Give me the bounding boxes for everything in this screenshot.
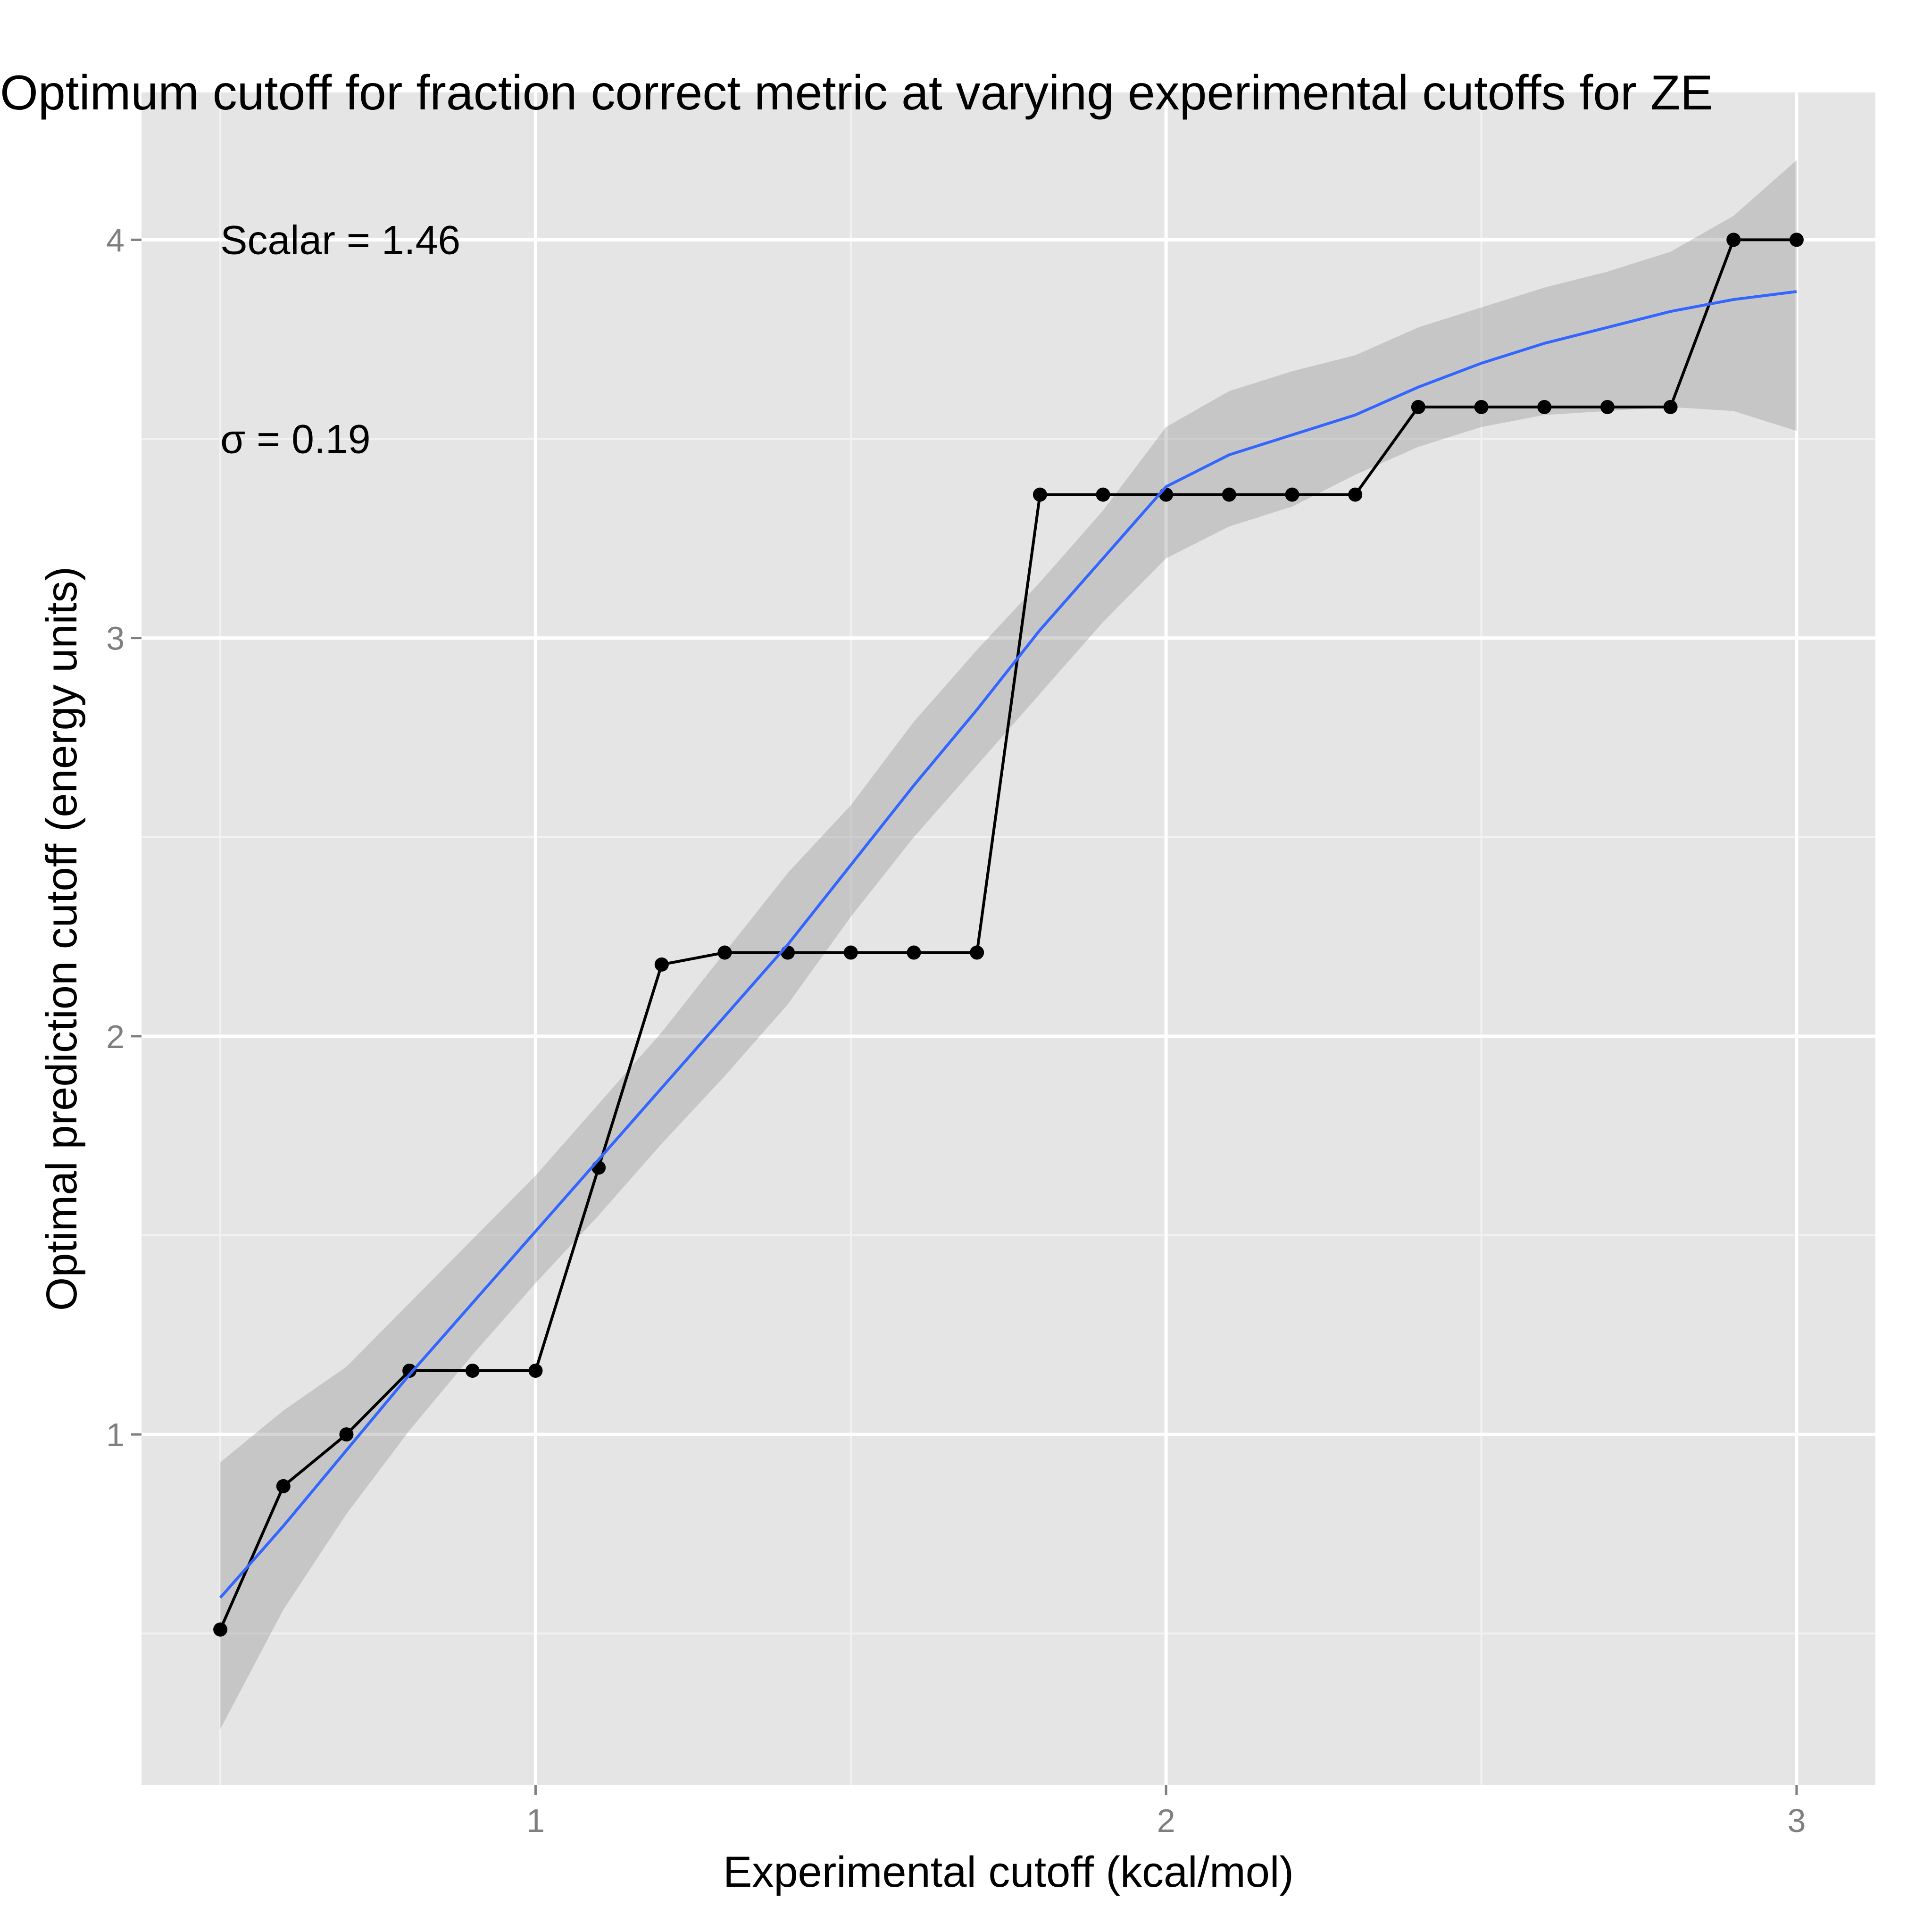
data-point	[339, 1427, 354, 1442]
data-point	[1096, 487, 1110, 502]
data-point	[1663, 400, 1678, 414]
axis-ticks	[131, 238, 1798, 1795]
data-point	[1789, 233, 1804, 247]
y-axis-title: Optimal prediction cutoff (energy units)	[38, 566, 86, 1311]
axis-tick-labels: 1 2 3 1 2 3 4	[106, 222, 1806, 1839]
data-point	[1159, 487, 1174, 502]
data-point	[213, 1622, 228, 1637]
data-point	[843, 945, 858, 960]
data-point	[1726, 233, 1741, 247]
minor-gridlines	[142, 92, 1875, 1785]
data-point	[465, 1363, 480, 1378]
confidence-ribbon	[220, 160, 1797, 1729]
series-line	[219, 238, 1797, 1630]
data-point	[1222, 487, 1236, 502]
data-point	[591, 1160, 606, 1175]
x-tick-label: 3	[1787, 1802, 1806, 1839]
annotation-sigma: σ = 0.19	[220, 416, 370, 462]
y-tick-label: 1	[106, 1416, 125, 1453]
x-axis-title: Experimental cutoff (kcal/mol)	[723, 1848, 1294, 1896]
data-point	[276, 1479, 291, 1493]
x-tick-label: 1	[526, 1802, 545, 1839]
y-tick-label: 3	[106, 620, 125, 657]
data-point	[907, 945, 921, 960]
chart-title: Optimum cutoff for fraction correct metr…	[0, 66, 1713, 120]
y-tick-label: 4	[106, 222, 125, 258]
data-point	[402, 1363, 417, 1378]
x-tick-label: 2	[1157, 1802, 1175, 1839]
major-gridlines	[142, 92, 1875, 1785]
y-tick-label: 2	[106, 1018, 125, 1055]
plot-panel	[142, 92, 1875, 1785]
data-point	[528, 1363, 543, 1378]
data-point	[1474, 400, 1489, 414]
data-point	[654, 957, 669, 972]
data-point	[1285, 487, 1299, 502]
data-point	[717, 945, 732, 960]
smooth-fit-line	[219, 290, 1797, 1599]
data-point	[1411, 400, 1425, 414]
data-point	[781, 945, 795, 960]
data-point	[970, 945, 984, 960]
data-point	[1033, 487, 1047, 502]
data-point	[1348, 487, 1363, 502]
data-point	[1600, 400, 1615, 414]
annotation-scalar: Scalar = 1.46	[220, 217, 460, 263]
data-point	[1537, 400, 1552, 414]
